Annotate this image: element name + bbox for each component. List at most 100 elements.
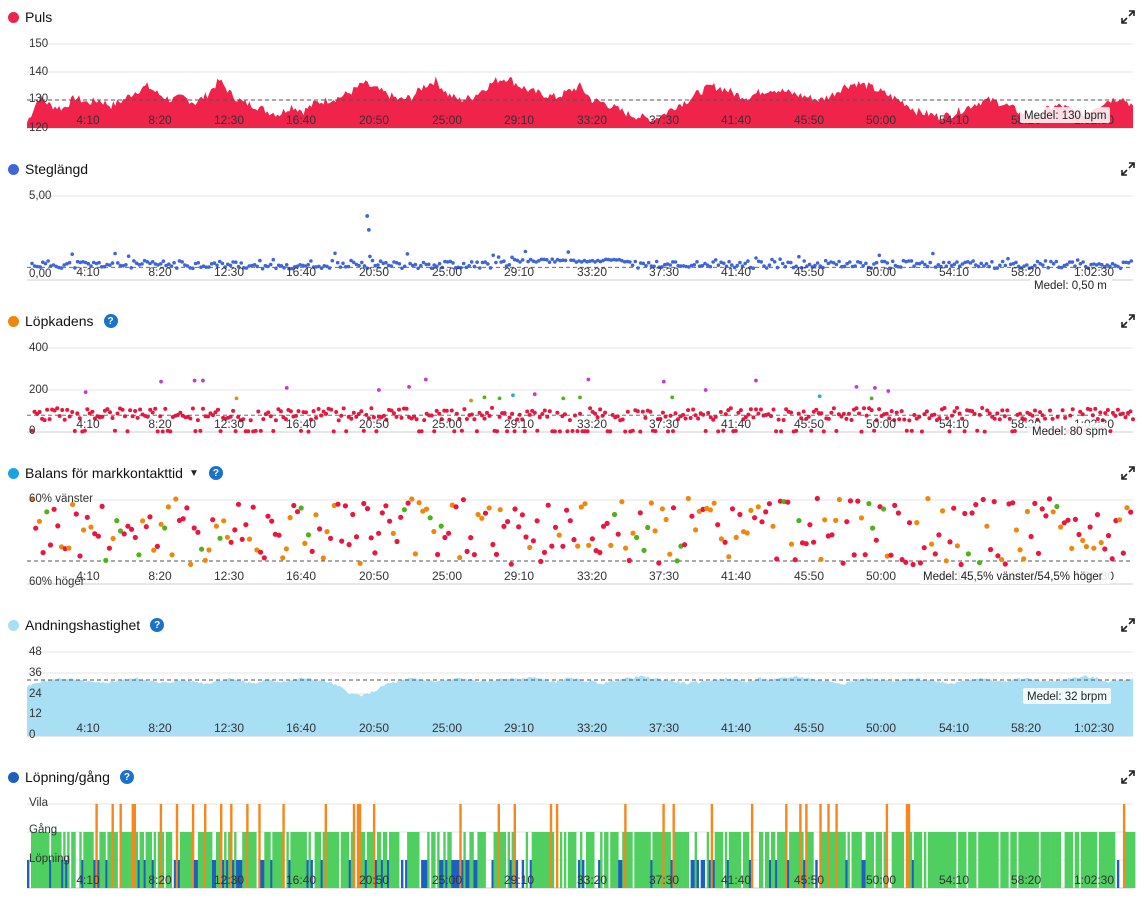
steglangd-point <box>263 263 268 268</box>
balans-point <box>243 522 249 528</box>
state-bar <box>153 832 157 888</box>
state-bar <box>658 832 661 888</box>
steglangd-point <box>748 265 753 270</box>
x-tick-label: 45:50 <box>794 265 824 279</box>
state-bar <box>680 832 683 888</box>
steglangd-point <box>523 249 528 254</box>
lopkadens-point <box>120 407 125 412</box>
state-bar <box>214 860 217 888</box>
balans-point <box>715 522 721 528</box>
steglangd-point <box>362 264 367 268</box>
help-icon[interactable]: ? <box>103 314 118 328</box>
state-bar <box>793 832 796 888</box>
expand-icon[interactable] <box>1121 770 1135 784</box>
state-bar <box>362 832 366 888</box>
help-icon[interactable]: ? <box>119 770 134 784</box>
state-bar <box>439 860 442 888</box>
steglangd-point <box>169 264 174 268</box>
balans-point <box>575 543 581 549</box>
expand-icon[interactable] <box>1121 618 1135 632</box>
state-bar <box>529 860 533 888</box>
balans-point <box>173 496 179 502</box>
expand-icon[interactable] <box>1121 314 1135 328</box>
lopkadens-point <box>316 407 321 411</box>
balans-point <box>829 532 835 538</box>
steglangd-point <box>1121 260 1126 265</box>
balans-point <box>47 542 54 548</box>
state-bar <box>167 832 171 888</box>
lopkadens-point <box>311 409 316 414</box>
state-bar <box>734 832 738 888</box>
state-bar <box>415 832 418 888</box>
expand-icon[interactable] <box>1121 162 1135 176</box>
lopkadens-point <box>1131 417 1135 422</box>
balans-point <box>707 507 714 513</box>
lopkadens-point <box>248 418 253 423</box>
state-bar <box>455 860 458 888</box>
lopkadens-point <box>256 409 261 414</box>
balans-point <box>674 558 680 564</box>
lopkadens-point <box>216 407 220 412</box>
steglangd-point <box>668 263 672 267</box>
steglangd-point <box>129 266 133 270</box>
state-bar <box>630 832 633 888</box>
state-bar <box>352 804 356 888</box>
state-bar <box>964 832 967 888</box>
state-bar <box>105 860 108 888</box>
balans-point <box>184 505 190 511</box>
lopkadens-point <box>511 393 515 398</box>
steglangd-point <box>1110 261 1115 266</box>
lopkadens-point <box>1098 410 1103 415</box>
state-bar <box>274 832 277 888</box>
lopkadens-point <box>371 415 376 420</box>
balans-point <box>667 551 673 557</box>
lopkadens-point <box>789 410 794 415</box>
balans-point <box>497 507 503 513</box>
lopkadens-point <box>341 406 346 411</box>
expand-icon[interactable] <box>1121 10 1135 24</box>
balans-point <box>390 530 396 536</box>
state-bar <box>1018 832 1021 888</box>
state-bar <box>236 860 239 888</box>
balans-point <box>195 529 201 535</box>
chevron-down-icon[interactable]: ▼ <box>188 467 199 479</box>
steglangd-point <box>947 260 951 265</box>
state-bar <box>417 832 420 888</box>
state-bar <box>807 832 810 888</box>
x-tick-label: 16:40 <box>286 721 316 735</box>
steglangd-point <box>550 257 554 261</box>
balans-point <box>641 547 647 553</box>
state-bar <box>147 832 151 888</box>
state-bar <box>650 860 653 888</box>
x-tick-label: 1:02:30 <box>1074 265 1114 279</box>
lopkadens-point <box>894 410 899 415</box>
state-bar <box>67 832 70 888</box>
help-icon[interactable]: ? <box>150 618 165 632</box>
state-bar <box>157 832 161 888</box>
state-bar <box>45 832 48 888</box>
steglangd-point <box>1118 266 1123 271</box>
help-icon[interactable]: ? <box>208 466 223 480</box>
lopkadens-point <box>52 408 57 413</box>
balans-point <box>361 500 367 507</box>
state-bar <box>578 860 581 888</box>
steglangd-point <box>150 260 155 264</box>
steglangd-point <box>480 260 485 265</box>
expand-icon[interactable] <box>1121 466 1135 480</box>
lopkadens-point <box>721 428 726 433</box>
x-tick-label: 29:10 <box>504 569 534 583</box>
state-bar <box>244 832 247 888</box>
state-bar <box>893 832 897 888</box>
lopkadens-point <box>567 418 572 423</box>
lopkadens-point <box>30 428 34 433</box>
state-bar <box>982 832 985 888</box>
steglangd-point <box>1049 259 1053 264</box>
state-bar <box>628 832 631 888</box>
state-bar <box>716 832 720 888</box>
lopkadens-point <box>924 409 929 414</box>
state-bar <box>972 832 975 888</box>
state-bar <box>344 832 348 888</box>
balans-point <box>199 546 205 552</box>
state-bar <box>1048 832 1051 888</box>
steglangd-point <box>376 263 380 267</box>
